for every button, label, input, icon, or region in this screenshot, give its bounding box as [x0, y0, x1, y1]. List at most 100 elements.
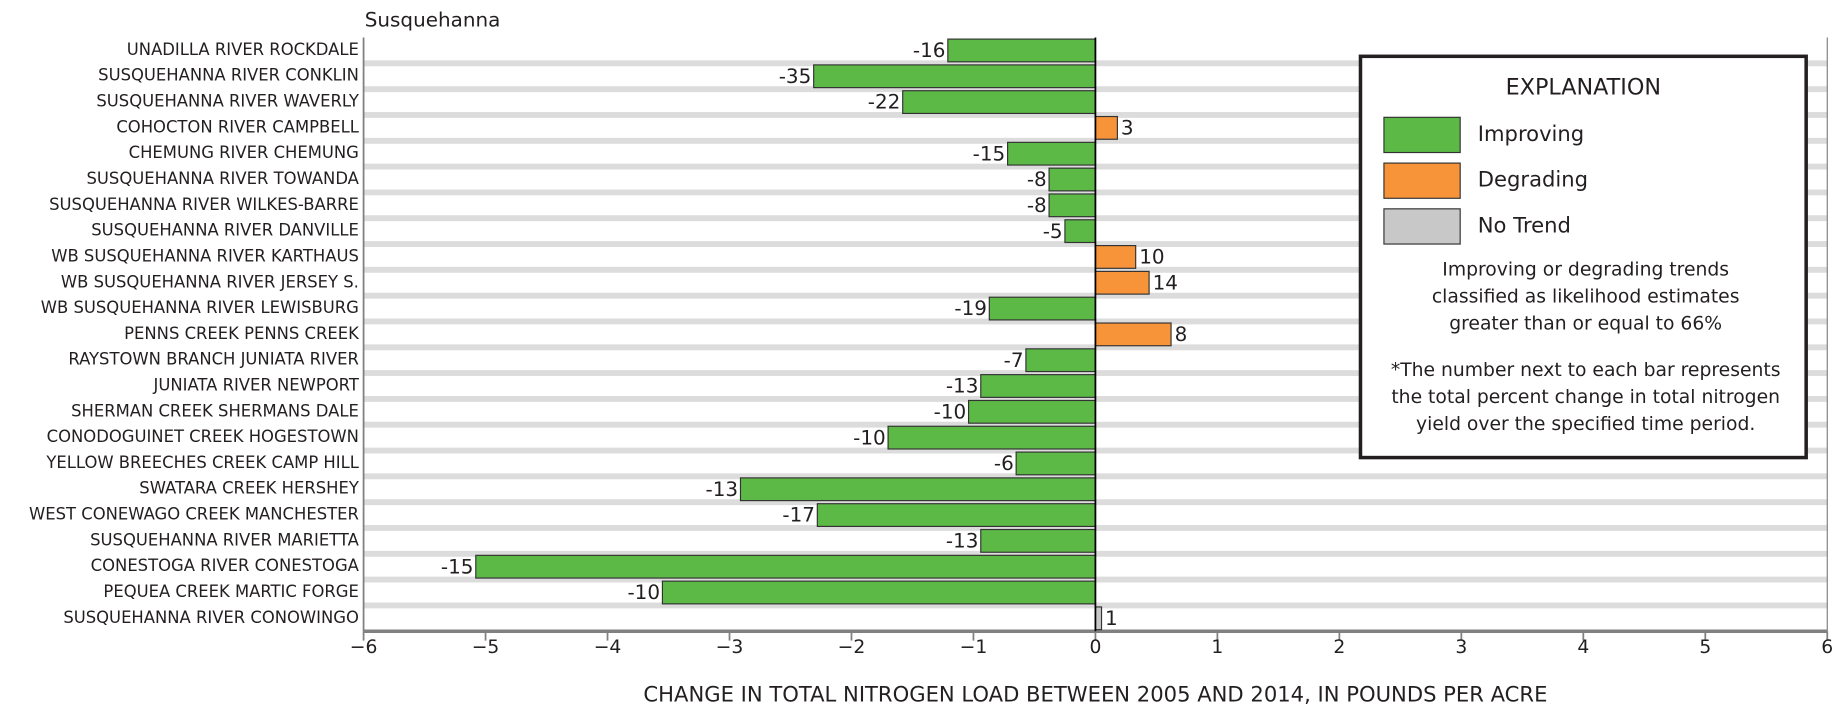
- x-tick-label: 6: [1821, 637, 1833, 658]
- x-tick-label: −6: [350, 637, 378, 658]
- x-tick-label: 4: [1577, 637, 1589, 658]
- value-label: -13: [946, 374, 979, 398]
- legend-note: *The number next to each bar represents: [1391, 360, 1781, 381]
- bar: [1094, 606, 1103, 631]
- chart-title: Susquehanna: [365, 8, 501, 32]
- y-tick-label: UNADILLA RIVER ROCKDALE: [127, 40, 359, 59]
- y-tick-label: WB SUSQUEHANNA RIVER LEWISBURG: [41, 298, 359, 317]
- value-label: -35: [779, 64, 812, 88]
- x-tick-label: −1: [960, 637, 988, 658]
- y-tick-label: SUSQUEHANNA RIVER WAVERLY: [96, 92, 360, 111]
- y-tick-label: SHERMAN CREEK SHERMANS DALE: [71, 401, 359, 420]
- y-tick-label: SUSQUEHANNA RIVER WILKES-BARRE: [49, 195, 359, 214]
- bar: [475, 554, 1097, 579]
- bar: [816, 503, 1097, 528]
- value-label: -10: [934, 399, 967, 423]
- y-tick-label: SUSQUEHANNA RIVER CONOWINGO: [63, 608, 359, 627]
- value-label: -8: [1027, 193, 1047, 217]
- bar: [1048, 193, 1097, 218]
- bar: [902, 90, 1097, 115]
- y-tick-label: CHEMUNG RIVER CHEMUNG: [129, 143, 359, 162]
- bar: [1094, 245, 1137, 269]
- bar: [813, 64, 1097, 89]
- legend: EXPLANATION Improving Degrading No Trend Imp…: [1358, 54, 1808, 460]
- y-tick-label: YELLOW BREECHES CREEK CAMP HILL: [45, 453, 359, 472]
- x-tick-label: 3: [1455, 637, 1467, 658]
- x-tick-label: −4: [594, 637, 622, 658]
- x-tick-label: 2: [1333, 637, 1345, 658]
- value-label: 8: [1175, 322, 1188, 346]
- x-tick-label: 1: [1211, 637, 1223, 658]
- x-tick-label: 0: [1089, 637, 1101, 658]
- y-tick-label: PENNS CREEK PENNS CREEK: [124, 324, 360, 343]
- value-label: -16: [913, 38, 946, 62]
- bar: [1007, 141, 1097, 166]
- bar: [1094, 115, 1118, 140]
- bar: [1025, 348, 1097, 373]
- value-label: -13: [706, 477, 739, 501]
- bar: [980, 528, 1097, 553]
- value-label: 1: [1105, 606, 1118, 630]
- y-tick-label: COHOCTON RIVER CAMPBELL: [116, 117, 359, 136]
- value-label: -10: [627, 580, 660, 604]
- y-tick-label: SUSQUEHANNA RIVER MARIETTA: [90, 530, 360, 549]
- legend-label: Degrading: [1478, 167, 1588, 192]
- y-tick-label: WEST CONEWAGO CREEK MANCHESTER: [29, 505, 359, 524]
- y-tick-label: SUSQUEHANNA RIVER TOWANDA: [86, 169, 359, 188]
- value-label: -22: [868, 90, 901, 114]
- y-tick-label: PEQUEA CREEK MARTIC FORGE: [103, 582, 358, 601]
- value-label: -15: [441, 554, 474, 578]
- y-tick-label: WB SUSQUEHANNA RIVER JERSEY S.: [61, 272, 359, 291]
- legend-swatch: [1383, 116, 1461, 154]
- value-label: 10: [1139, 245, 1164, 269]
- bar: [988, 296, 1097, 321]
- y-tick-label: CONODOGUINET CREEK HOGESTOWN: [47, 427, 359, 446]
- legend-note: yield over the specified time period.: [1416, 414, 1755, 435]
- bar: [739, 477, 1097, 502]
- value-label: -8: [1027, 167, 1047, 191]
- bar: [1048, 167, 1097, 192]
- y-tick-label: RAYSTOWN BRANCH JUNIATA RIVER: [68, 350, 359, 369]
- legend-note: greater than or equal to 66%: [1449, 313, 1722, 334]
- y-tick-label: JUNIATA RIVER NEWPORT: [152, 376, 359, 395]
- legend-label: No Trend: [1478, 212, 1571, 237]
- value-label: -17: [782, 503, 815, 527]
- bar: [1094, 270, 1150, 295]
- x-tick-label: −2: [838, 637, 866, 658]
- x-axis-label: CHANGE IN TOTAL NITROGEN LOAD BETWEEN 20…: [643, 682, 1547, 707]
- legend-swatch: [1383, 162, 1461, 199]
- legend-swatch: [1383, 208, 1461, 245]
- bar: [887, 425, 1097, 450]
- legend-note: Improving or degrading trends: [1442, 259, 1729, 280]
- x-tick-label: −3: [716, 637, 744, 658]
- value-label: -6: [994, 451, 1014, 475]
- bar: [1094, 322, 1172, 347]
- bar: [967, 399, 1097, 424]
- x-tick-label: 5: [1699, 637, 1711, 658]
- bar: [661, 580, 1097, 605]
- bar: [1064, 219, 1097, 244]
- value-label: 3: [1121, 116, 1134, 140]
- bar: [980, 374, 1097, 398]
- value-label: -13: [946, 529, 979, 553]
- y-tick-label: SWATARA CREEK HERSHEY: [139, 479, 360, 498]
- y-tick-label: WB SUSQUEHANNA RIVER KARTHAUS: [51, 246, 359, 265]
- y-tick-label: SUSQUEHANNA RIVER CONKLIN: [98, 66, 359, 85]
- legend-title: EXPLANATION: [1506, 74, 1661, 100]
- value-label: -7: [1004, 348, 1024, 372]
- value-label: -10: [853, 425, 886, 449]
- legend-note: the total percent change in total nitrog…: [1391, 387, 1780, 408]
- legend-label: Improving: [1478, 121, 1584, 146]
- value-label: 14: [1153, 270, 1178, 294]
- y-tick-label: SUSQUEHANNA RIVER DANVILLE: [91, 221, 359, 240]
- value-label: -19: [954, 296, 987, 320]
- x-tick-label: −5: [472, 637, 500, 658]
- value-label: -5: [1043, 219, 1063, 243]
- legend-note: classified as likelihood estimates: [1432, 286, 1740, 307]
- value-label: -15: [973, 141, 1006, 165]
- bar: [1015, 451, 1097, 476]
- y-tick-label: CONESTOGA RIVER CONESTOGA: [91, 556, 360, 575]
- bar: [947, 38, 1097, 63]
